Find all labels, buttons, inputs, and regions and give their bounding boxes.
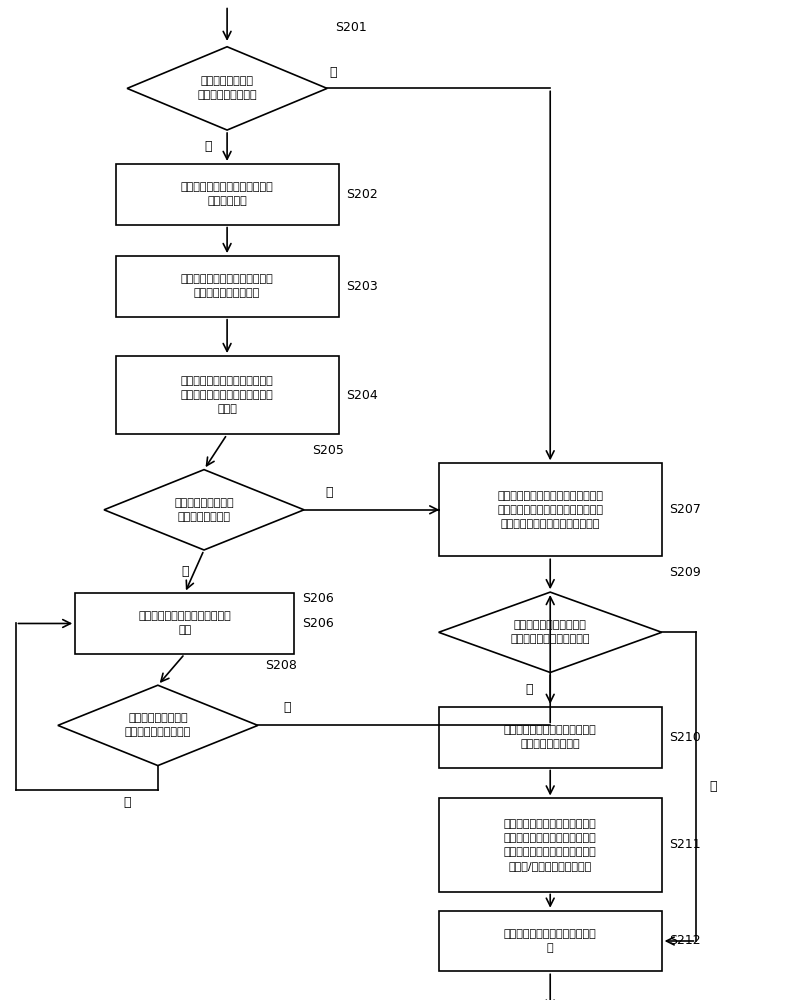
Text: 否: 否 <box>283 701 291 714</box>
Text: S205: S205 <box>312 444 344 457</box>
Text: S207: S207 <box>670 503 701 516</box>
Text: 否: 否 <box>325 486 332 499</box>
Text: S202: S202 <box>346 188 378 201</box>
Text: S203: S203 <box>346 280 378 293</box>
Text: 所述应用处理器判断是否
已上报协议栈状态异常原因: 所述应用处理器判断是否 已上报协议栈状态异常原因 <box>510 620 590 644</box>
Text: 所述应用处理器检测
位置信息是否发生变化: 所述应用处理器检测 位置信息是否发生变化 <box>125 713 191 737</box>
Text: 所述应用处理器获取所述协议栈
状态异常原因和日志: 所述应用处理器获取所述协议栈 状态异常原因和日志 <box>504 725 597 749</box>
Text: S201: S201 <box>334 21 367 34</box>
Bar <box>115 164 338 225</box>
Text: 所述应用处理器向给网络侧设备
上报所述协议栈状态异常原因、
日志和所述移动终端当前的位置
信息和/或显示所述异常原因: 所述应用处理器向给网络侧设备 上报所述协议栈状态异常原因、 日志和所述移动终端当… <box>504 819 597 871</box>
Text: 所述应用处理器记录当前的位置
信息: 所述应用处理器记录当前的位置 信息 <box>138 611 231 635</box>
Text: S211: S211 <box>670 838 701 851</box>
Text: 否: 否 <box>525 683 532 696</box>
Text: S212: S212 <box>670 934 701 948</box>
Text: S206: S206 <box>302 617 334 630</box>
Text: 所述调制解调器指示应用处理器
处理本次异常: 所述调制解调器指示应用处理器 处理本次异常 <box>181 182 273 206</box>
Text: 调制解调器是否检
测到协议栈状态异常: 调制解调器是否检 测到协议栈状态异常 <box>197 76 257 100</box>
Text: S208: S208 <box>265 659 298 672</box>
Bar <box>115 356 338 434</box>
Text: S206: S206 <box>302 591 334 604</box>
Polygon shape <box>439 592 662 672</box>
Text: 所述应用处理器开启第二协议栈
，并使用所述第二协议栈进行网
络注册: 所述应用处理器开启第二协议栈 ，并使用所述第二协议栈进行网 络注册 <box>181 376 273 414</box>
Bar <box>439 707 662 768</box>
Text: 所述应用处理器恢复所述调制解调器
支持的多个协议栈中的默认协议栈开
关状态或同时复位所述调制解调器: 所述应用处理器恢复所述调制解调器 支持的多个协议栈中的默认协议栈开 关状态或同时… <box>497 491 603 529</box>
Text: 所述应用处理器处理本次异常结
束: 所述应用处理器处理本次异常结 束 <box>504 929 597 953</box>
Text: 否: 否 <box>329 66 337 79</box>
Polygon shape <box>58 685 257 766</box>
Text: S204: S204 <box>346 389 378 402</box>
Bar <box>439 911 662 971</box>
Text: 所述应用处理器判断
网络注册是否成功: 所述应用处理器判断 网络注册是否成功 <box>174 498 234 522</box>
Text: 是: 是 <box>204 140 212 153</box>
Text: 是: 是 <box>123 796 131 809</box>
Text: S210: S210 <box>670 731 701 744</box>
Bar <box>439 798 662 892</box>
Polygon shape <box>127 47 327 130</box>
Text: 是: 是 <box>710 780 717 793</box>
Bar <box>75 593 294 654</box>
Text: 所述应用处理器关闭引起协议栈
状态异常的第一协议栈: 所述应用处理器关闭引起协议栈 状态异常的第一协议栈 <box>181 274 273 298</box>
Polygon shape <box>104 470 304 550</box>
Text: S209: S209 <box>670 566 701 579</box>
Bar <box>115 256 338 317</box>
Bar <box>439 463 662 556</box>
Text: 是: 是 <box>181 565 188 578</box>
